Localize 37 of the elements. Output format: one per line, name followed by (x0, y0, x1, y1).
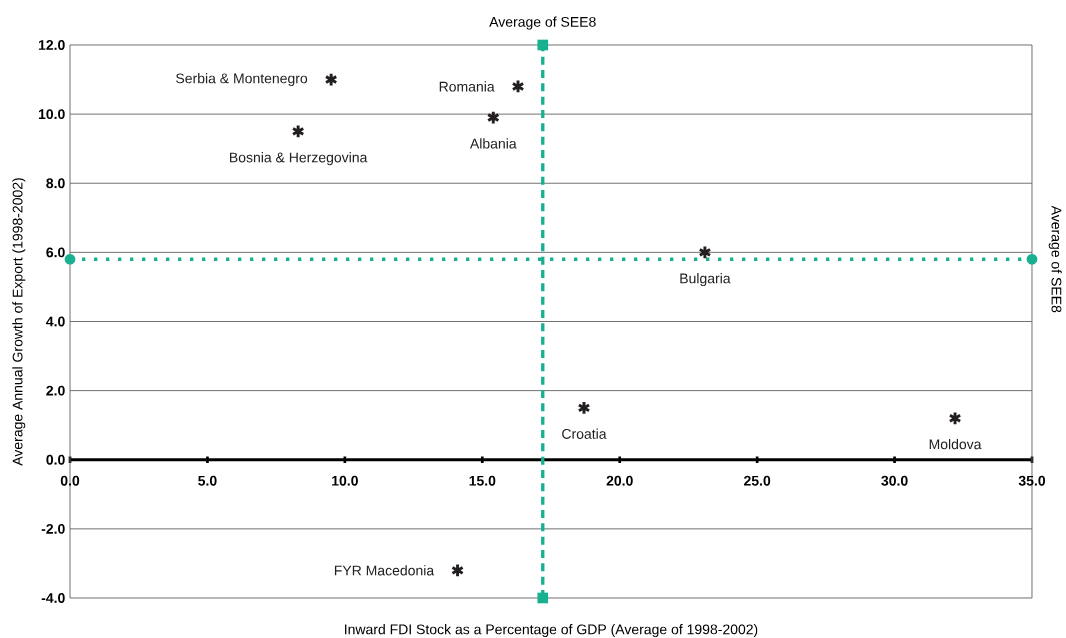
point (511, 79, 525, 94)
y-tick-label: 12.0 (38, 40, 65, 50)
x-tick-label: 0.0 (60, 475, 80, 486)
x-tick-label: 30.0 (881, 475, 908, 486)
x-tick-label: 10.0 (332, 475, 358, 486)
point (324, 72, 338, 87)
y-tick-label: 0.0 (46, 454, 65, 465)
point (948, 410, 962, 426)
point (577, 400, 591, 416)
annotation: Serbia & Montenegro (176, 73, 308, 87)
annotation: FYR Macedonia (334, 565, 435, 576)
annotation: Romania (439, 81, 495, 92)
point (698, 245, 712, 260)
y-axis-title: Average Annual Growth of Export (1998-2002) (12, 178, 26, 466)
point (451, 563, 465, 578)
annotation: Moldova (929, 438, 982, 450)
ref-line-label: Average of SEE8 (1048, 205, 1062, 313)
y-tick-label: -2.0 (41, 523, 65, 534)
annotation: Albania (469, 138, 517, 149)
x-tick-label: 35.0 (1018, 475, 1046, 486)
annotation: Bosnia & Herzegovina (230, 152, 368, 166)
y-tick-label: -4.0 (41, 593, 65, 603)
x-tick-label: 5.0 (198, 475, 217, 486)
ref-line-label: Average of SEE8 (489, 16, 596, 30)
y-tick-label: 4.0 (46, 316, 65, 327)
x-tick-label: 25.0 (744, 475, 771, 486)
y-tick-label: 10.0 (38, 109, 65, 120)
y-tick-label: 6.0 (46, 247, 65, 258)
point (486, 110, 500, 125)
y-tick-label: 8.0 (46, 178, 65, 189)
x-axis-title: Inward FDI Stock as a Percentage of GDP (Average of 1998-2002) (345, 624, 758, 638)
annotation: Croatia (562, 428, 607, 439)
annotation: Bulgaria (680, 273, 731, 287)
x-tick-label: 15.0 (469, 475, 496, 486)
y-tick-label: 2.0 (46, 385, 65, 396)
x-tick-label: 20.0 (606, 475, 633, 486)
point (291, 124, 305, 139)
